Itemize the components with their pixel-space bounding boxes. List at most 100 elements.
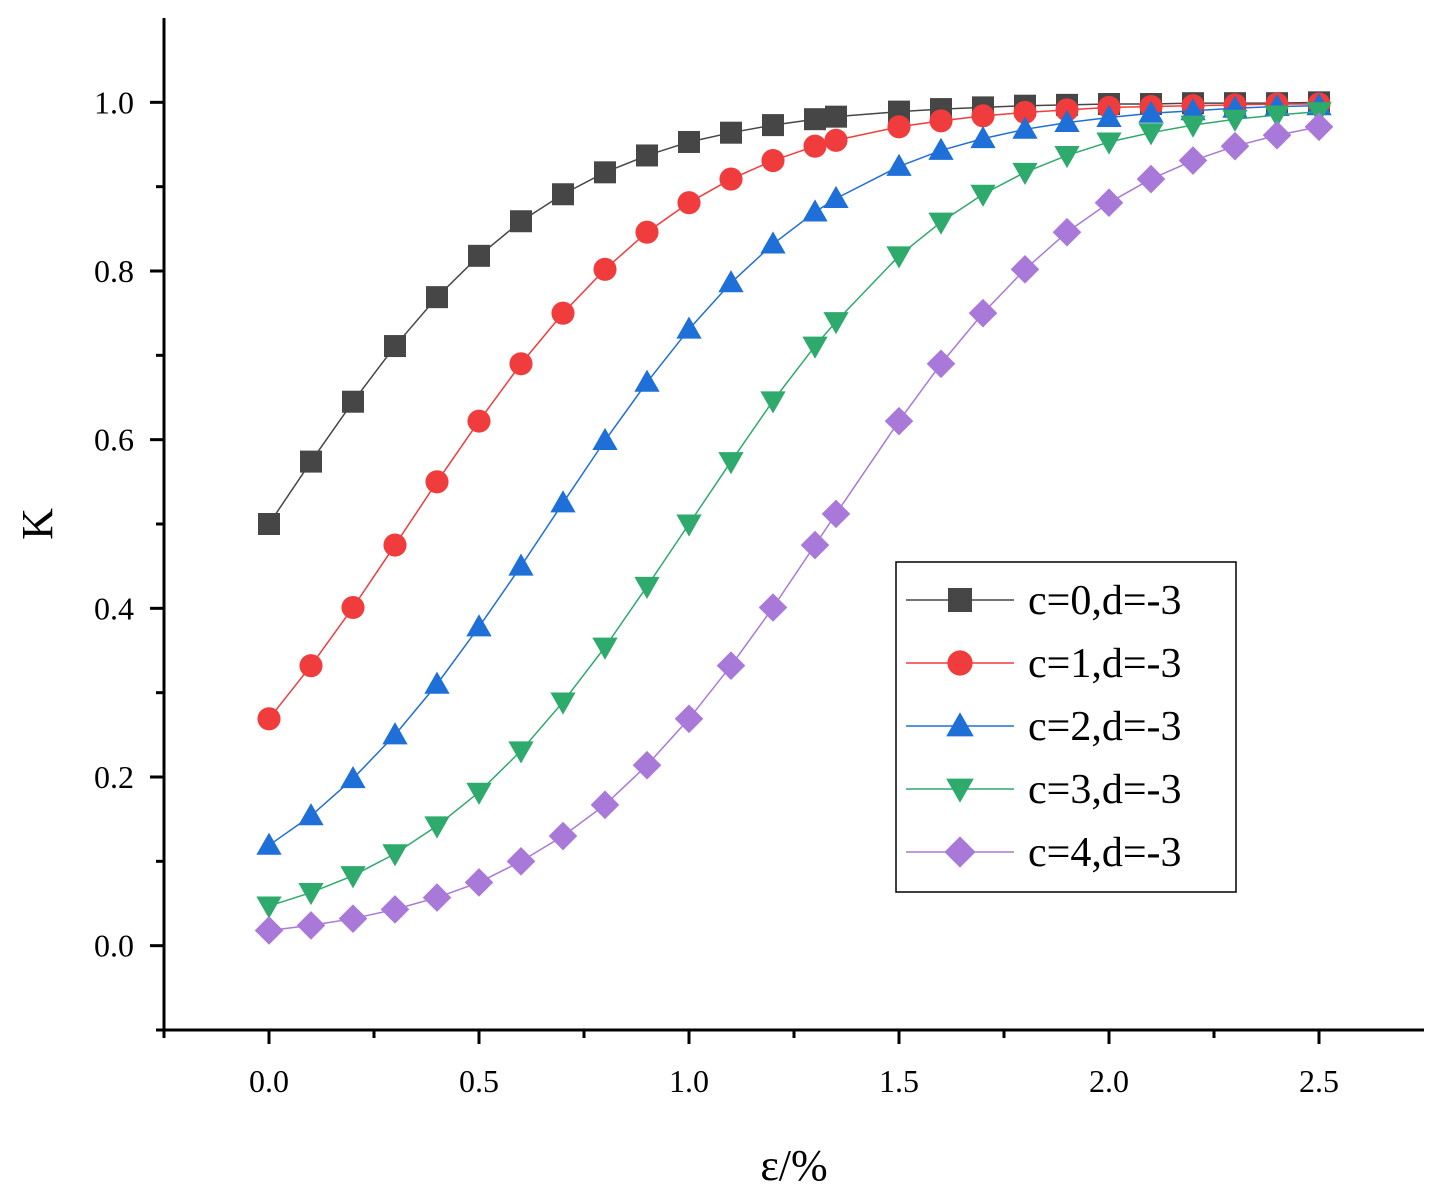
data-point: [550, 692, 576, 715]
data-point: [1180, 115, 1206, 138]
data-point: [1055, 98, 1079, 122]
legend-marker: [946, 778, 974, 803]
data-point: [1138, 100, 1164, 123]
data-point: [929, 109, 953, 133]
data-point: [970, 184, 996, 207]
legend-label: c=4,d=-3: [1028, 830, 1182, 876]
data-point: [823, 312, 849, 335]
legend-item: c=3,d=-3: [906, 767, 1182, 813]
data-point: [467, 409, 491, 433]
series-3: [256, 102, 1332, 919]
data-point: [466, 614, 492, 637]
data-point: [824, 128, 848, 152]
data-point: [1012, 162, 1038, 185]
data-point: [758, 593, 788, 622]
data-point: [466, 782, 492, 805]
data-point: [761, 148, 785, 173]
data-point: [384, 335, 406, 358]
y-tick-label: 0.6: [94, 422, 134, 458]
data-point: [1094, 188, 1124, 217]
series-line: [268, 101, 1320, 525]
data-point: [886, 246, 912, 269]
data-point: [674, 704, 704, 734]
legend-label: c=2,d=-3: [1028, 704, 1182, 750]
data-point: [340, 866, 366, 889]
legend-marker: [948, 588, 972, 612]
data-point: [886, 153, 912, 176]
data-point: [256, 896, 282, 919]
data-point: [821, 499, 851, 529]
data-point: [1096, 104, 1122, 128]
data-point: [760, 391, 786, 414]
series-layer: [254, 91, 1334, 945]
data-point: [678, 130, 700, 153]
data-point: [719, 167, 743, 191]
data-point: [968, 298, 998, 328]
data-point: [676, 514, 702, 537]
data-point: [1180, 98, 1206, 121]
legend-label: c=0,d=-3: [1028, 578, 1182, 624]
data-point: [254, 916, 284, 945]
y-tick-label: 0.8: [94, 253, 134, 289]
data-point: [468, 244, 490, 267]
data-point: [380, 895, 410, 924]
legend-marker: [947, 650, 973, 676]
data-point: [592, 637, 618, 660]
x-tick-label: 2.5: [1299, 1063, 1339, 1099]
data-point: [298, 803, 324, 826]
data-point: [928, 212, 954, 235]
data-point: [1054, 109, 1080, 133]
data-point: [341, 595, 365, 620]
legend-item: c=4,d=-3: [906, 830, 1182, 876]
x-tick-label: 1.0: [669, 1063, 709, 1099]
data-point: [884, 406, 914, 436]
data-point: [825, 105, 847, 128]
data-point: [676, 316, 702, 339]
legend-marker: [946, 712, 974, 737]
data-point: [594, 161, 616, 184]
data-point: [592, 427, 618, 450]
data-point: [508, 553, 534, 576]
data-point: [720, 121, 742, 144]
data-point: [1222, 109, 1248, 132]
data-point: [256, 832, 282, 855]
y-tick-label: 0.0: [94, 928, 134, 964]
data-point: [550, 490, 576, 513]
legend-label: c=1,d=-3: [1028, 641, 1182, 687]
data-point: [677, 191, 701, 215]
data-point: [800, 530, 830, 560]
legend: c=0,d=-3 c=1,d=-3 c=2,d=-3 c=3,d=-3 c=4,d=-3: [895, 561, 1237, 893]
data-point: [1096, 132, 1122, 155]
data-point: [382, 844, 408, 867]
legend-item: c=1,d=-3: [906, 641, 1182, 687]
data-point: [1264, 105, 1290, 128]
data-point: [426, 286, 448, 309]
data-point: [971, 104, 995, 128]
data-point: [258, 513, 280, 535]
data-point: [926, 349, 956, 379]
data-point: [804, 108, 826, 131]
x-tick-label: 1.5: [879, 1063, 919, 1099]
data-point: [299, 654, 323, 678]
data-point: [552, 183, 574, 206]
data-point: [636, 144, 658, 167]
data-point: [802, 199, 828, 222]
data-point: [424, 671, 450, 694]
y-tick-label: 1.0: [94, 84, 134, 120]
data-point: [383, 533, 407, 557]
data-point: [1178, 146, 1208, 175]
legend-label: c=3,d=-3: [1028, 767, 1182, 813]
data-point: [970, 125, 996, 149]
data-point: [1013, 100, 1037, 125]
data-point: [1052, 217, 1082, 247]
data-point: [635, 220, 659, 244]
data-point: [340, 766, 366, 789]
series-0: [258, 91, 1330, 535]
x-tick-label: 2.0: [1089, 1063, 1129, 1099]
data-point: [506, 847, 536, 876]
data-point: [1304, 112, 1334, 142]
data-point: [590, 790, 620, 820]
data-point: [718, 270, 744, 293]
data-point: [823, 185, 849, 208]
data-point: [300, 450, 322, 473]
